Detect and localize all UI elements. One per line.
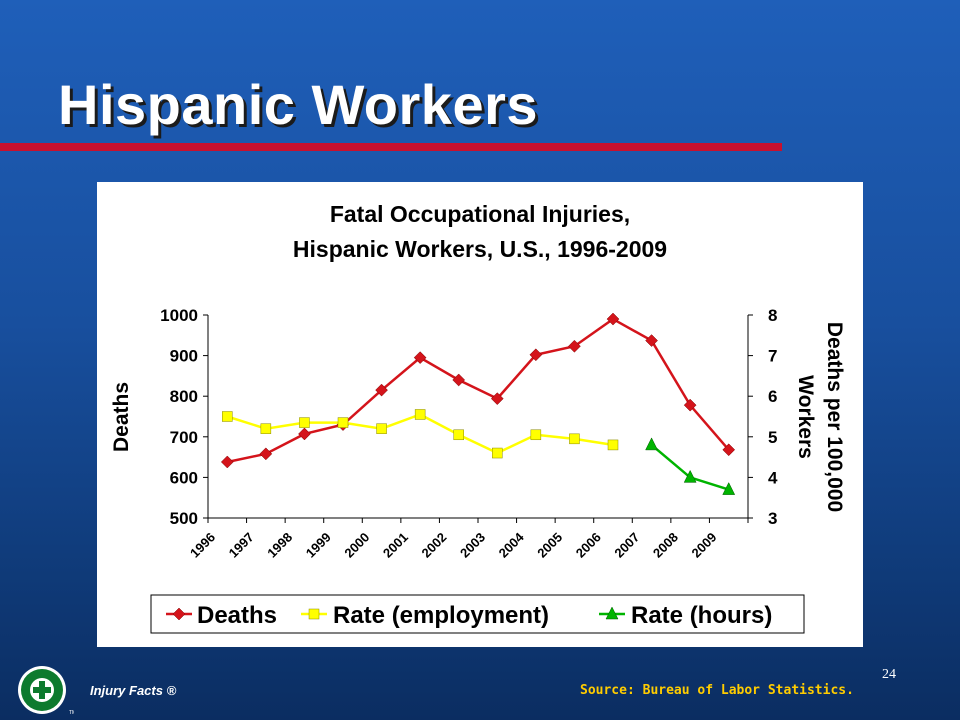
right-tick-label: 3 — [768, 509, 777, 528]
svg-text:TM: TM — [69, 710, 74, 716]
data-point — [453, 429, 464, 441]
data-point — [375, 383, 388, 397]
legend-marker — [308, 608, 320, 620]
legend-box — [150, 594, 805, 634]
left-tick-label: 800 — [170, 387, 198, 406]
series-2 — [645, 437, 736, 495]
slide-title: Hispanic Workers — [58, 73, 539, 136]
left-tick-label: 1000 — [160, 306, 198, 325]
left-axis-ticks: 500 600 700 800 900 1000 — [160, 306, 208, 528]
data-point — [222, 411, 233, 422]
data-point — [298, 427, 311, 441]
data-point — [259, 447, 273, 461]
left-tick-label: 700 — [170, 428, 198, 447]
data-point — [299, 417, 310, 428]
data-point — [260, 423, 272, 434]
data-point — [645, 437, 658, 451]
series-layer — [220, 312, 736, 495]
data-point — [490, 392, 504, 405]
y-axis-label: Deaths — [110, 382, 133, 452]
data-point — [376, 423, 387, 434]
footer-brand: Injury Facts ® — [90, 683, 177, 698]
right-tick-label: 7 — [768, 347, 777, 366]
series-1 — [222, 409, 619, 459]
data-point — [529, 348, 543, 362]
data-point — [683, 469, 697, 483]
y2-axis-label-line2: Workers — [794, 375, 817, 459]
legend-label: Rate (hours) — [631, 602, 772, 629]
national-safety-council-logo: TM — [18, 666, 74, 716]
right-tick-label: 4 — [768, 468, 778, 487]
left-tick-label: 500 — [170, 509, 198, 528]
data-point — [492, 447, 503, 459]
data-point — [722, 443, 736, 457]
series-0 — [220, 312, 736, 469]
data-point — [722, 482, 736, 495]
title-underline — [0, 143, 782, 151]
data-point — [683, 398, 697, 412]
chart-subtitle: Hispanic Workers, U.S., 1996-2009 — [293, 236, 667, 262]
data-point — [220, 455, 234, 469]
data-point — [606, 312, 620, 326]
legend-marker — [605, 606, 619, 620]
page-number: 24 — [882, 667, 896, 682]
left-tick-label: 900 — [170, 347, 198, 366]
data-point — [413, 351, 427, 364]
legend: Deaths Rate (employment) Rate (hours) — [166, 602, 772, 629]
data-point — [452, 373, 466, 387]
source-note: Source: Bureau of Labor Statistics. — [580, 683, 854, 698]
data-point — [607, 439, 619, 451]
data-point — [645, 334, 658, 347]
right-axis-ticks: 3 4 5 6 7 8 — [748, 306, 778, 528]
right-tick-label: 6 — [768, 387, 777, 406]
legend-label: Deaths — [197, 602, 277, 629]
chart-title: Fatal Occupational Injuries, — [330, 201, 630, 227]
data-point — [530, 429, 542, 441]
data-point — [569, 433, 580, 445]
legend-label: Rate (employment) — [333, 602, 549, 629]
right-tick-label: 5 — [768, 428, 777, 447]
right-tick-label: 8 — [768, 306, 777, 325]
legend-marker — [172, 607, 186, 621]
y2-axis-label-line1: Deaths per 100,000 — [823, 322, 846, 512]
data-point — [337, 417, 349, 428]
data-point — [568, 339, 581, 353]
series-line — [227, 317, 730, 464]
left-tick-label: 600 — [170, 468, 198, 487]
data-point — [414, 409, 426, 420]
